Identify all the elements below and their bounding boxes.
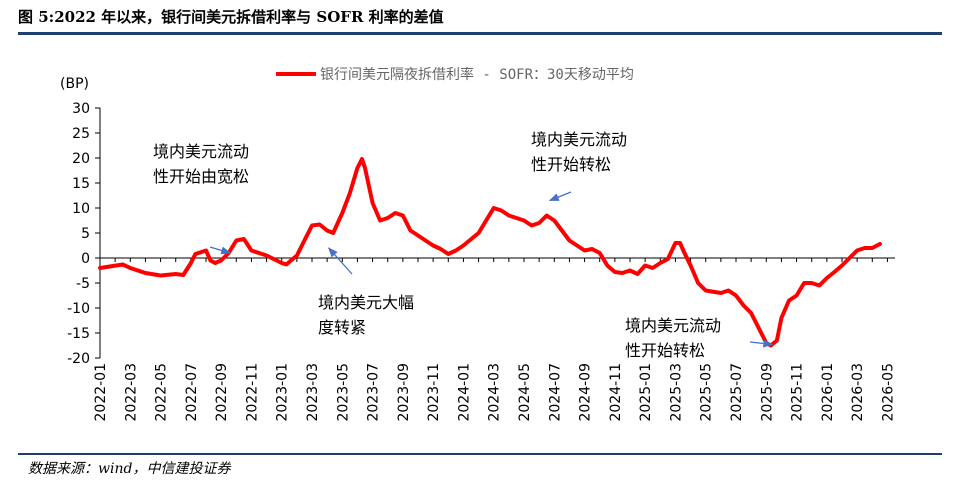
x-tick-label: 2025-03 <box>668 363 684 422</box>
y-tick-label: -10 <box>67 301 90 317</box>
y-tick-label: 5 <box>81 226 90 242</box>
y-tick-label: 10 <box>72 201 90 217</box>
y-tick-label: 15 <box>72 176 90 192</box>
x-tick-label: 2024-11 <box>608 363 624 422</box>
annotation-arrow <box>749 339 774 348</box>
annotation-text: 性开始转松 <box>625 341 705 360</box>
x-tick-label: 2023-09 <box>396 363 412 422</box>
x-tick-label: 2023-11 <box>426 363 442 422</box>
y-tick-label: 0 <box>81 251 90 267</box>
annotation-arrow <box>548 191 572 202</box>
y-tick-label: -15 <box>67 326 90 342</box>
x-tick-label: 2022-05 <box>154 363 170 422</box>
x-tick-label: 2023-05 <box>335 363 351 422</box>
x-tick-label: 2025-01 <box>638 363 654 422</box>
y-tick-label: 25 <box>72 126 90 142</box>
x-tick-label: 2023-01 <box>275 363 291 422</box>
y-tick-label: -20 <box>67 351 90 367</box>
annotation-text: 性开始转松 <box>531 155 611 174</box>
source-note: 数据来源：wind，中信建投证券 <box>28 461 231 477</box>
y-tick-label: -5 <box>76 276 90 292</box>
x-tick-label: 2024-01 <box>456 363 472 422</box>
x-tick-label: 2024-03 <box>487 363 503 422</box>
x-tick-label: 2022-07 <box>184 363 200 422</box>
x-tick-label: 2025-07 <box>729 363 745 422</box>
legend-label: 银行间美元隔夜拆借利率 - SOFR：30天移动平均 <box>320 66 634 83</box>
x-tick-label: 2024-09 <box>578 363 594 422</box>
annotation-text: 度转紧 <box>318 318 366 337</box>
x-tick-label: 2022-11 <box>244 363 260 422</box>
y-tick-label: 20 <box>72 151 90 167</box>
x-tick-label: 2025-09 <box>759 363 775 422</box>
x-tick-label: 2024-07 <box>547 363 563 422</box>
x-axis: 2022-01 2022-03 2022-05 2022-07 2022-09 2022-… <box>93 257 896 422</box>
x-tick-label: 2025-05 <box>699 363 715 422</box>
y-axis-label: (BP) <box>60 76 89 92</box>
x-tick-label: 2025-11 <box>790 363 806 422</box>
x-tick-label: 2026-03 <box>850 363 866 422</box>
footer-rule <box>18 453 942 455</box>
figure-title: 图 5:2022 年以来，银行间美元拆借利率与 SOFR 利率的差值 <box>18 8 444 26</box>
y-axis: 30 25 20 15 10 5 0 -5 -10 -15 -20 <box>67 101 101 367</box>
x-tick-label: 2022-09 <box>214 363 230 422</box>
annotation-text: 境内美元流动 <box>625 316 721 335</box>
x-tick-label: 2023-03 <box>305 363 321 422</box>
annotation-text: 境内美元流动 <box>153 142 249 161</box>
x-tick-label: 2022-01 <box>93 363 109 422</box>
x-tick-label: 2024-05 <box>517 363 533 422</box>
annotation-text: 性开始由宽松 <box>153 167 249 186</box>
plot-area <box>98 157 882 348</box>
x-tick-label: 2026-01 <box>820 363 836 422</box>
series-line <box>98 157 882 348</box>
legend: 银行间美元隔夜拆借利率 - SOFR：30天移动平均 <box>276 66 634 83</box>
annotation-arrow <box>209 246 232 255</box>
x-tick-label: 2022-03 <box>123 363 139 422</box>
title-rule <box>18 32 942 35</box>
annotation-text: 境内美元大幅 <box>318 293 414 312</box>
annotations: 境内美元流动性开始由宽松境内美元大幅度转紧境内美元流动性开始转松境内美元流动性开… <box>153 130 774 360</box>
y-tick-label: 30 <box>72 101 90 117</box>
x-tick-label: 2023-07 <box>366 363 382 422</box>
annotation-arrow <box>327 247 353 275</box>
x-tick-label: 2026-05 <box>880 363 896 422</box>
annotation-text: 境内美元流动 <box>531 130 627 149</box>
